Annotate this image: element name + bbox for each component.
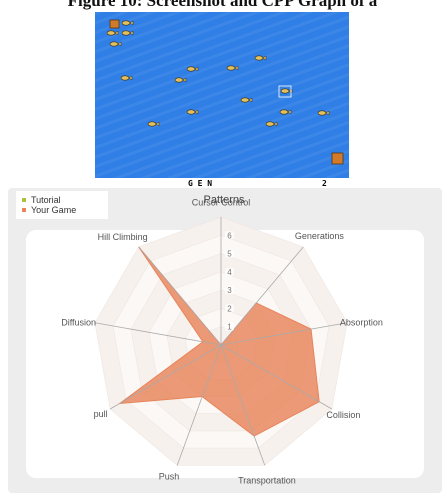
fish-sprite-icon <box>265 121 278 127</box>
radar-chart: Tutorial Your Game Patterns Cursor Contr… <box>16 191 424 485</box>
fish-sprite-icon <box>147 121 160 127</box>
crate-icon <box>109 19 120 29</box>
fish-sprite-icon <box>280 88 293 94</box>
axis-label: pull <box>94 409 108 419</box>
radial-tick-label: 1 <box>227 323 232 332</box>
chart-title: Patterns <box>204 194 245 206</box>
game-screenshot: G E N 2 <box>95 12 349 190</box>
fish-sprite-icon <box>109 41 122 47</box>
hud-gen-label: G E N <box>188 179 213 188</box>
axis-spoke <box>109 344 222 410</box>
axis-label: Collision <box>326 410 360 420</box>
axis-spoke <box>220 322 348 346</box>
axis-label: Cursor Control <box>192 198 251 208</box>
legend-label-tutorial: Tutorial <box>31 195 61 205</box>
game-sprites <box>106 19 344 165</box>
fish-sprite-icon <box>254 55 267 61</box>
selection-box-icon <box>278 85 292 98</box>
tick-label-bg <box>225 267 234 276</box>
fish-sprite-icon <box>226 65 239 71</box>
axis-label: Absorption <box>340 318 383 328</box>
game-water-area <box>95 12 349 178</box>
fish-sprite-icon <box>121 30 134 36</box>
axis-spoke <box>220 246 304 346</box>
legend-swatch-tutorial <box>22 198 26 202</box>
axis-spoke <box>220 344 266 466</box>
figure-title: Figure 10: Screenshot and CPP Graph of a <box>67 0 378 10</box>
legend-swatch-your-game <box>22 208 26 212</box>
fish-sprite-icon <box>186 109 199 115</box>
fish-sprite-icon <box>317 110 330 116</box>
fish-sprite-icon <box>174 77 187 83</box>
radial-tick-label: 5 <box>227 250 232 259</box>
axis-label: Diffusion <box>61 318 96 328</box>
crate-icon <box>331 152 344 165</box>
series-area-your-game <box>117 246 320 437</box>
legend-label-your-game: Your Game <box>31 205 76 215</box>
tick-label-bg <box>225 231 234 240</box>
axis-spoke <box>138 246 222 346</box>
game-status-bar: G E N 2 <box>95 178 349 190</box>
axis-spoke <box>176 344 222 466</box>
tick-label-bg <box>225 286 234 295</box>
fish-sprite-icon <box>240 97 253 103</box>
tick-label-bg <box>225 304 234 313</box>
radial-tick-label: 4 <box>227 268 232 277</box>
radial-tick-label: 6 <box>227 231 232 240</box>
axis-label: Generations <box>295 231 345 241</box>
radial-tick-label: 3 <box>227 286 232 295</box>
axis-label: Transportation <box>238 475 296 485</box>
tick-label-bg <box>225 249 234 258</box>
tick-label-bg <box>225 322 234 331</box>
axis-label: Hill Climbing <box>98 232 148 242</box>
fish-sprite-icon <box>121 20 134 26</box>
radial-tick-label: 2 <box>227 304 232 313</box>
axis-spoke <box>94 322 222 346</box>
fish-sprite-icon <box>186 66 199 72</box>
fish-sprite-icon <box>120 75 133 81</box>
axis-spoke <box>220 344 333 410</box>
fish-sprite-icon <box>279 109 292 115</box>
fish-sprite-icon <box>106 30 119 36</box>
patterns-chart: Tutorial Your Game Patterns Cursor Contr… <box>8 188 442 493</box>
legend-box <box>16 191 108 219</box>
axis-label: Push <box>159 471 180 481</box>
hud-gen-value: 2 <box>322 179 327 188</box>
